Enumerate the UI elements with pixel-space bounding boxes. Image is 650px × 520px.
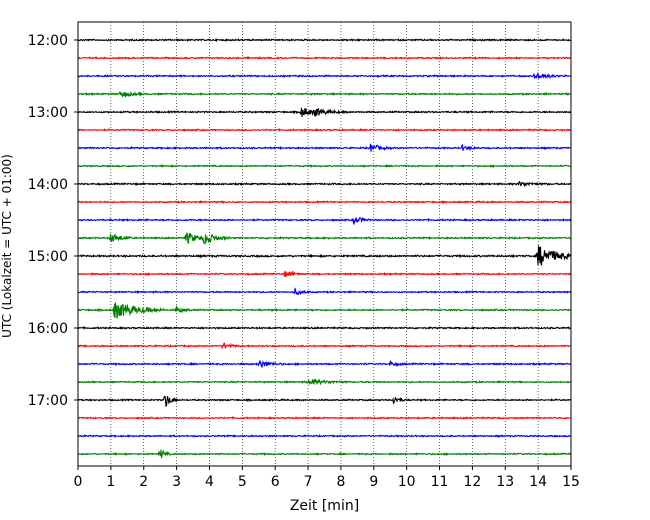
trace-1530	[77, 287, 572, 296]
trace-1715	[77, 415, 572, 421]
trace-1215	[77, 55, 572, 60]
x-tick-label: 4	[205, 474, 214, 490]
trace-1500	[77, 245, 572, 266]
x-tick-label: 14	[529, 474, 547, 490]
trace-1730	[77, 433, 572, 438]
x-axis-ticks: 0 1 2 3 4 5 6 7 8 9 10 11 12 13 14 15	[74, 466, 580, 490]
x-tick-label: 1	[106, 474, 115, 490]
y-axis-label: UTC (Lokalzeit = UTC + 01:00)	[0, 154, 14, 338]
x-tick-label: 10	[398, 474, 416, 490]
trace-1545	[77, 302, 572, 319]
trace-1345	[77, 163, 572, 168]
x-tick-label: 12	[463, 474, 481, 490]
y-axis-ticks: 12:00 13:00 14:00 15:00 16:00 17:00	[28, 33, 78, 409]
trace-1445	[77, 232, 572, 245]
x-tick-label: 8	[336, 474, 345, 490]
trace-1330	[77, 143, 572, 152]
trace-1645	[77, 378, 572, 386]
x-tick-label: 15	[562, 474, 580, 490]
x-tick-label: 0	[74, 474, 83, 490]
x-tick-label: 13	[496, 474, 514, 490]
trace-1415	[77, 200, 572, 205]
y-tick-label: 12:00	[28, 33, 68, 49]
seismic-traces	[77, 37, 572, 459]
trace-1200	[77, 37, 572, 43]
x-tick-label: 5	[238, 474, 247, 490]
x-tick-label: 6	[271, 474, 280, 490]
x-axis-label: Zeit [min]	[290, 498, 359, 514]
plot-frame	[77, 21, 572, 467]
trace-1515	[77, 270, 572, 277]
trace-1400	[77, 180, 572, 188]
x-tick-label: 9	[369, 474, 378, 490]
trace-1745	[77, 449, 572, 459]
trace-1600	[77, 325, 572, 331]
x-tick-label: 11	[431, 474, 449, 490]
x-tick-label: 2	[139, 474, 148, 490]
trace-1315	[77, 127, 572, 133]
y-tick-label: 17:00	[28, 393, 68, 409]
y-tick-label: 16:00	[28, 321, 68, 337]
trace-1230	[77, 72, 572, 80]
grid-lines	[110, 22, 539, 466]
y-tick-label: 15:00	[28, 249, 68, 265]
trace-1615	[77, 342, 571, 350]
trace-1630	[77, 359, 572, 369]
y-tick-label: 14:00	[28, 177, 68, 193]
trace-1430	[77, 217, 572, 225]
trace-1700	[77, 395, 572, 408]
trace-1245	[77, 91, 572, 99]
x-tick-label: 3	[172, 474, 181, 490]
x-tick-label: 7	[304, 474, 313, 490]
y-tick-label: 13:00	[28, 105, 68, 121]
trace-1300	[77, 107, 572, 118]
